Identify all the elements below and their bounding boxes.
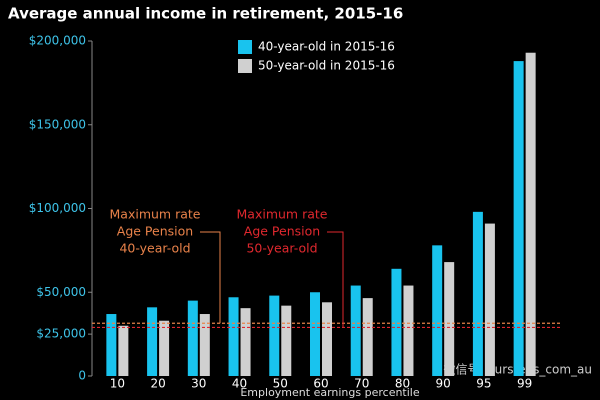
x-axis-label: Employment earnings percentile — [240, 386, 419, 399]
bar — [269, 295, 280, 376]
x-tick-label: 40 — [232, 377, 247, 391]
annotation-text: Maximum rate — [110, 207, 201, 222]
chart-title: Average annual income in retirement, 201… — [8, 5, 403, 23]
x-tick-label: 50 — [273, 377, 288, 391]
annotation-connector — [200, 231, 221, 324]
x-tick-label: 20 — [150, 377, 165, 391]
y-tick-label: $25,000 — [36, 327, 86, 341]
bar — [147, 307, 158, 376]
bar — [350, 285, 361, 376]
bar — [513, 61, 524, 376]
legend-label: 50-year-old in 2015-16 — [258, 59, 395, 73]
bar — [228, 297, 239, 376]
x-tick-label: 80 — [395, 377, 410, 391]
bar — [106, 314, 117, 376]
bar — [199, 314, 210, 376]
bar — [472, 211, 483, 376]
annotation-text: Age Pension — [117, 224, 193, 239]
bar — [187, 300, 198, 376]
annotation-connector — [327, 231, 344, 328]
bar — [159, 320, 170, 376]
legend-label: 40-year-old in 2015-16 — [258, 40, 395, 54]
bar — [391, 268, 402, 376]
y-tick-label: $150,000 — [29, 117, 86, 131]
x-tick-label: 10 — [110, 377, 125, 391]
bar — [525, 52, 536, 376]
x-tick-label: 30 — [191, 377, 206, 391]
annotation-text: Maximum rate — [237, 207, 328, 222]
bar — [322, 302, 332, 376]
legend-swatch — [238, 40, 252, 54]
x-tick-label: 70 — [354, 377, 369, 391]
bar — [118, 325, 129, 376]
annotation-text: Age Pension — [244, 224, 320, 239]
bar — [484, 223, 495, 376]
y-tick-label: 0 — [78, 369, 86, 383]
annotation-text: 50-year-old — [246, 241, 317, 256]
annotation-text: 40-year-old — [119, 241, 190, 256]
x-tick-label: 90 — [436, 377, 451, 391]
y-tick-label: $200,000 — [29, 34, 86, 48]
bar — [432, 245, 443, 376]
bar — [362, 298, 373, 376]
bar — [240, 308, 251, 376]
bar — [403, 285, 414, 376]
bar — [310, 292, 320, 376]
bar — [281, 305, 292, 376]
x-tick-label: 95 — [476, 377, 491, 391]
x-tick-label: 99 — [517, 377, 532, 391]
x-tick-label: 60 — [313, 377, 328, 391]
y-tick-label: $50,000 — [36, 285, 86, 299]
y-tick-label: $100,000 — [29, 201, 86, 215]
legend-swatch — [238, 59, 252, 73]
bar — [444, 262, 455, 376]
